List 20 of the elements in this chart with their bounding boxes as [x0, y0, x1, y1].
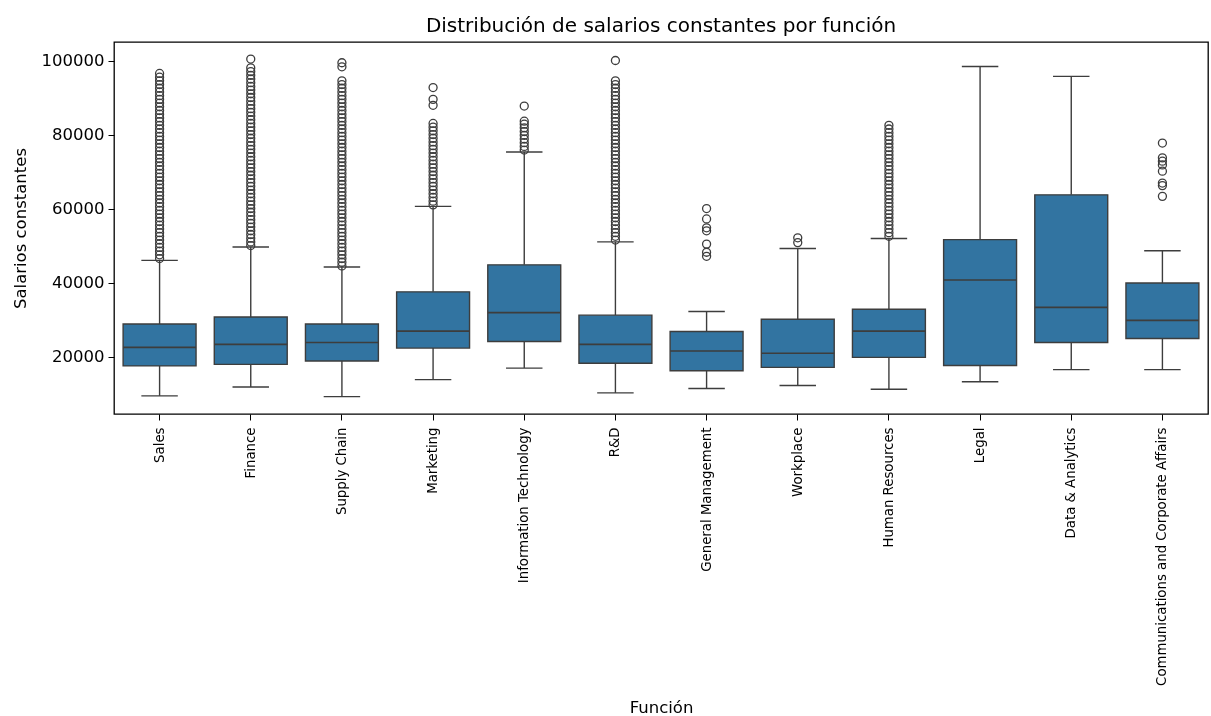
y-tick-label: 20000 — [52, 347, 105, 367]
x-tick-label: Information Technology — [516, 427, 532, 584]
x-tick-label: Supply Chain — [333, 427, 349, 516]
y-tick-label: 80000 — [52, 125, 105, 145]
x-tick-label: Data & Analytics — [1063, 427, 1079, 539]
y-tick-label: 60000 — [52, 199, 105, 219]
chart-title: Distribución de salarios constantes por función — [425, 13, 897, 37]
x-tick-label: R&D — [607, 427, 623, 458]
x-tick-label: Sales — [151, 427, 167, 463]
x-tick-label: General Management — [698, 427, 714, 572]
y-tick-label: 100000 — [41, 51, 105, 71]
y-axis-title: Salarios constantes — [10, 147, 30, 310]
x-tick-label: Finance — [242, 427, 258, 479]
x-tick-label: Marketing — [425, 427, 441, 494]
x-tick-label: Human Resources — [880, 427, 896, 548]
x-tick-label: Legal — [972, 427, 988, 464]
x-tick-label: Workplace — [789, 427, 805, 497]
x-tick-label: Communications and Corporate Affairs — [1154, 427, 1170, 686]
y-tick-label: 40000 — [52, 273, 105, 293]
x-axis-title: Función — [629, 697, 694, 716]
